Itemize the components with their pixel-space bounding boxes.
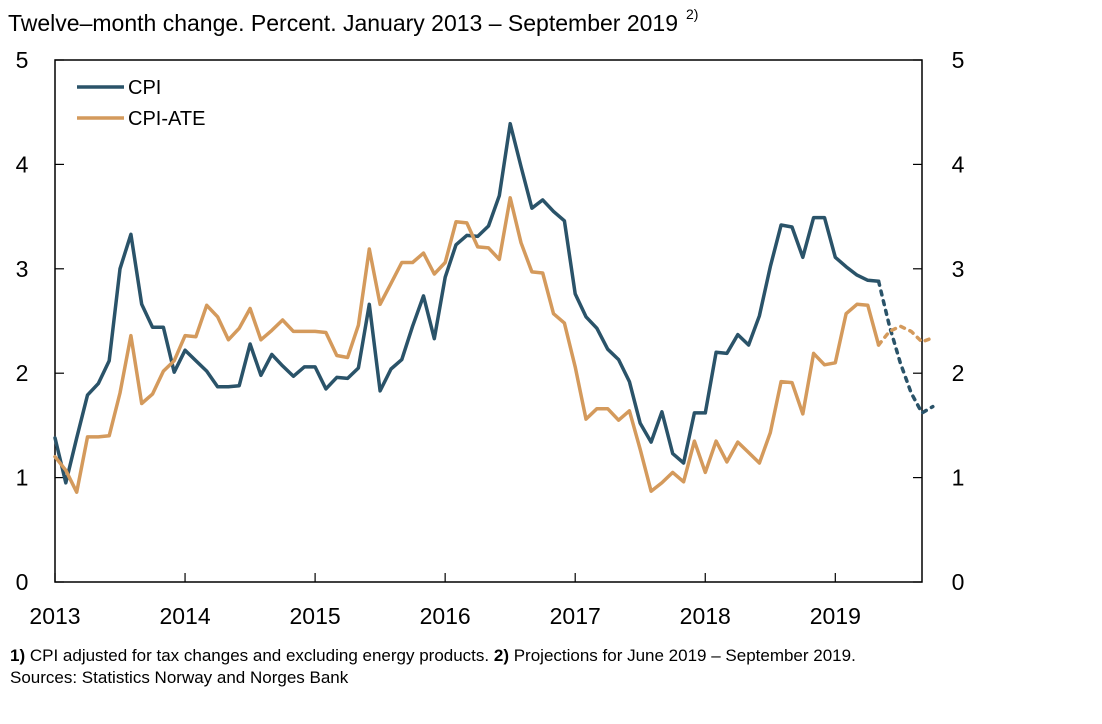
y-tick-label-left: 4 [16, 151, 29, 177]
y-tick-label-right: 1 [952, 465, 965, 491]
x-tick-label: 2018 [680, 603, 731, 629]
chart-title: Twelve–month change. Percent. January 20… [8, 6, 699, 36]
series-line [53, 121, 881, 485]
plot-frame [54, 59, 923, 583]
series-projection-line [876, 279, 935, 416]
x-tick-label: 2014 [159, 603, 210, 629]
footnote-2-text: Projections for June 2019 – September 20… [508, 646, 856, 665]
x-tick-label: 2013 [29, 603, 80, 629]
y-tick-label-right: 3 [952, 256, 965, 282]
series-projection-line [876, 324, 935, 347]
y-tick-label-left: 2 [16, 360, 29, 386]
y-axis-left: 0 1 2 3 4 5 [16, 47, 64, 595]
x-tick-label: 2017 [550, 603, 601, 629]
y-tick-label-left: 5 [16, 47, 29, 73]
footnote-1-label: 1) [10, 646, 26, 665]
x-axis: 2013 2014 2015 2016 2017 2018 2019 [29, 573, 861, 629]
footnotes: 1) CPI adjusted for tax changes and excl… [10, 645, 1090, 689]
legend-label: CPI-ATE [128, 108, 205, 130]
title-footnote-ref: 2) [686, 6, 699, 22]
y-axis-right: 0 1 2 3 4 5 [913, 47, 965, 595]
y-tick-label-right: 0 [952, 569, 965, 595]
x-tick-label: 2015 [290, 603, 341, 629]
y-tick-label-left: 1 [16, 465, 29, 491]
sources-note: Sources: Statistics Norway and Norges Ba… [10, 668, 349, 687]
series-layer [53, 121, 935, 494]
x-tick-label: 2016 [420, 603, 471, 629]
footnote-2-label: 2) [493, 646, 509, 665]
footnote-1-text: CPI adjusted for tax changes and excludi… [25, 646, 494, 665]
y-tick-label-left: 0 [16, 569, 29, 595]
y-tick-label-right: 4 [952, 151, 965, 177]
y-tick-label-right: 2 [952, 360, 965, 386]
legend-label: CPI [128, 77, 161, 99]
y-tick-label-right: 5 [952, 47, 965, 73]
footnote-line: 1) CPI adjusted for tax changes and excl… [10, 645, 1090, 667]
legend: CPI CPI-ATE [77, 77, 205, 130]
x-tick-label: 2019 [810, 603, 861, 629]
series-line [53, 196, 881, 494]
y-tick-label-left: 3 [16, 256, 29, 282]
